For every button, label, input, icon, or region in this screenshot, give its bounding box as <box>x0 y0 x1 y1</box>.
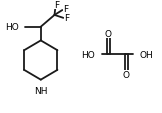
Text: F: F <box>54 1 59 9</box>
Text: HO: HO <box>81 50 95 59</box>
Text: F: F <box>63 5 68 13</box>
Text: NH: NH <box>34 86 47 95</box>
Text: O: O <box>123 71 130 80</box>
Text: HO: HO <box>6 23 19 32</box>
Text: OH: OH <box>140 50 154 59</box>
Text: O: O <box>105 30 112 39</box>
Text: F: F <box>64 14 69 23</box>
